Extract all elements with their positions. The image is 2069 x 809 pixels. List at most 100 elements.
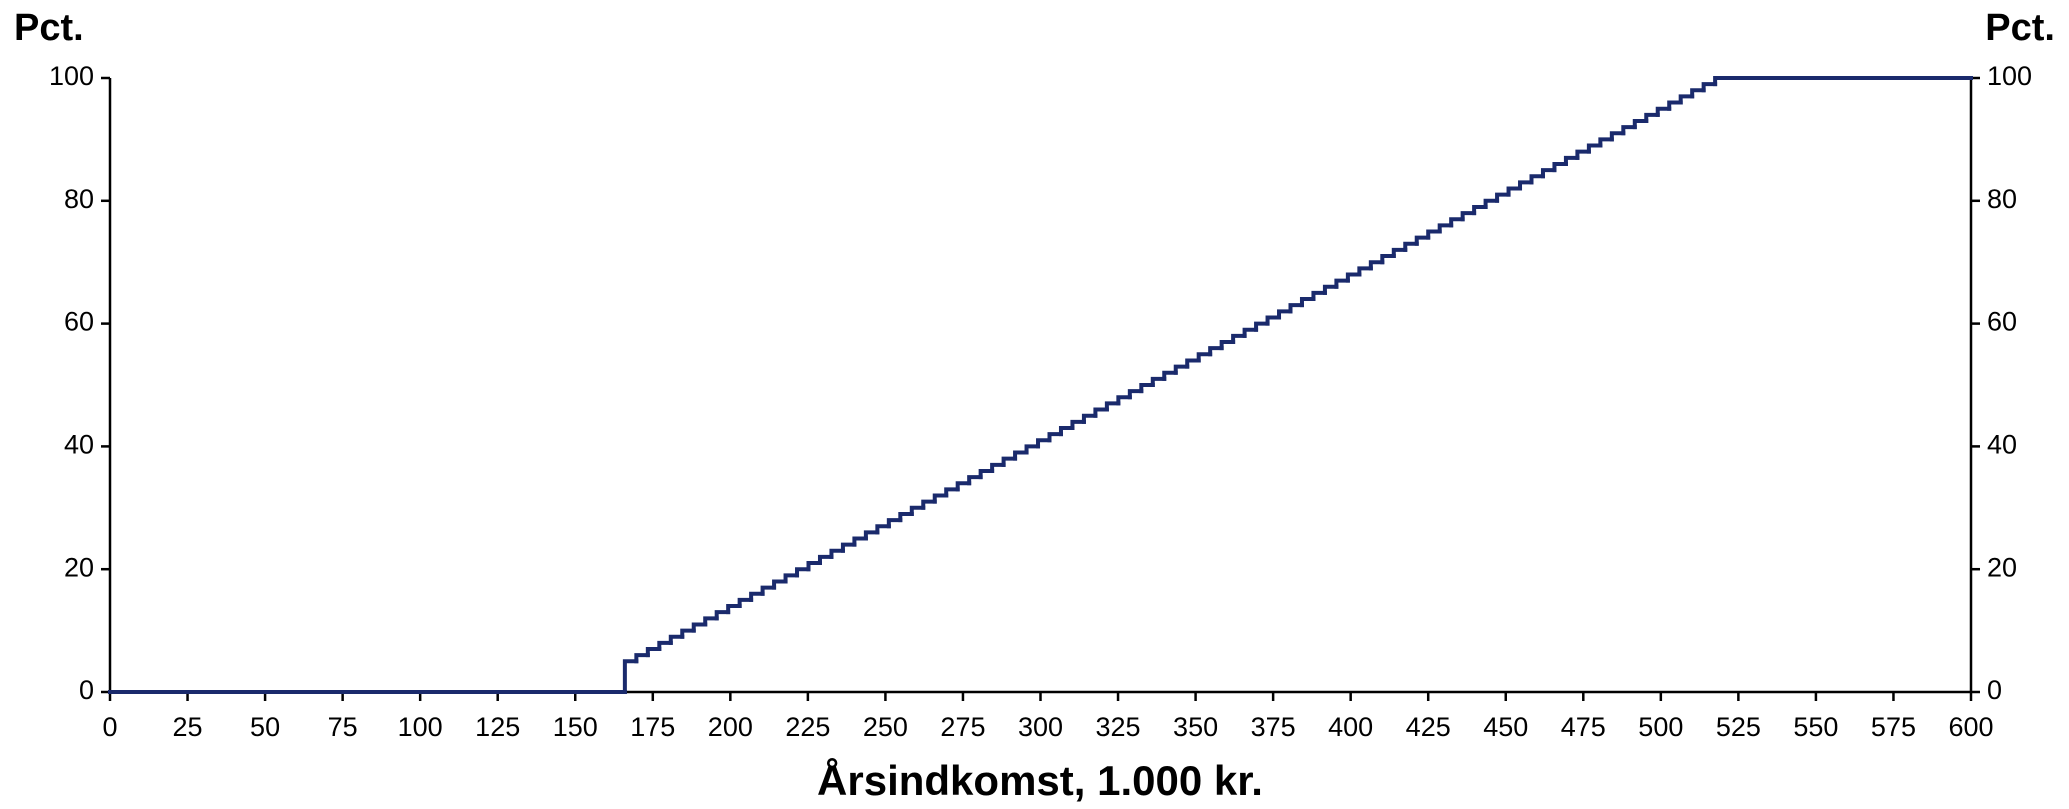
step-segment — [1518, 180, 1534, 191]
step-segment — [852, 536, 868, 547]
step-segment — [1196, 352, 1213, 363]
step-segment — [1058, 425, 1075, 437]
step-segment — [978, 468, 995, 480]
step-segment — [691, 622, 708, 633]
y2-tick-label: 0 — [1987, 675, 2002, 705]
step-segment — [1495, 192, 1511, 203]
step-segment — [783, 573, 800, 584]
y-tick-label: 60 — [64, 307, 94, 337]
step-segment — [1024, 444, 1041, 455]
step-segment — [1070, 419, 1086, 430]
step-segment — [1162, 370, 1178, 381]
step-segment — [955, 481, 972, 492]
step-segment — [760, 585, 777, 596]
step-segment — [1334, 278, 1350, 289]
step-segment — [1277, 309, 1293, 320]
step-segment — [1460, 211, 1477, 222]
step-segment — [1231, 333, 1247, 345]
x-tick-label: 500 — [1638, 712, 1683, 742]
step-segment — [1563, 155, 1580, 166]
step-segment — [1139, 383, 1155, 394]
y-axis-title: Pct. — [14, 7, 84, 49]
step-segment — [1036, 438, 1052, 449]
step-segment — [1632, 118, 1649, 130]
step-segment — [817, 554, 834, 566]
step-segment — [1219, 340, 1236, 351]
step-segment — [1667, 100, 1683, 111]
step-segment — [1621, 125, 1637, 136]
step-segment — [921, 499, 937, 510]
step-segment — [726, 604, 742, 615]
y-tick-label: 100 — [49, 61, 94, 91]
step-segment — [898, 511, 914, 523]
step-segment — [1713, 76, 1973, 87]
step-segment — [990, 462, 1006, 473]
x-tick-label: 475 — [1561, 712, 1606, 742]
step-segment — [668, 634, 685, 645]
x-tick-label: 400 — [1328, 712, 1373, 742]
step-segment — [1598, 137, 1614, 148]
x-tick-label: 225 — [785, 712, 830, 742]
step-segment — [1609, 131, 1626, 142]
x-tick-label: 325 — [1096, 712, 1141, 742]
step-segment — [909, 505, 926, 516]
step-segment — [622, 659, 639, 694]
step-segment — [1575, 149, 1591, 160]
step-segment — [863, 530, 880, 541]
step-segment — [1506, 186, 1523, 197]
step-segment — [1104, 401, 1121, 412]
x-tick-label: 525 — [1716, 712, 1761, 742]
step-segment — [1426, 229, 1442, 240]
y-tick-label: 40 — [64, 430, 94, 460]
step-segment — [1357, 266, 1373, 277]
x-tick-label: 75 — [328, 712, 358, 742]
step-segment — [772, 579, 788, 590]
step-segment — [703, 616, 719, 627]
step-segment — [1529, 174, 1545, 185]
x-tick-label: 150 — [553, 712, 598, 742]
y2-tick-label: 40 — [1987, 430, 2017, 460]
step-segment — [1013, 450, 1029, 461]
y-tick-label: 80 — [64, 184, 94, 214]
step-segment — [1265, 315, 1282, 326]
step-segment — [1288, 303, 1304, 314]
x-axis-title: Årsindkomst, 1.000 kr. — [817, 757, 1263, 804]
step-segment — [1449, 217, 1465, 228]
step-segment — [1391, 247, 1408, 259]
x-tick-label: 375 — [1251, 712, 1296, 742]
step-segment — [967, 475, 983, 486]
step-segment — [1322, 284, 1339, 295]
x-tick-label: 0 — [102, 712, 117, 742]
x-tick-label: 350 — [1173, 712, 1218, 742]
step-segment — [1678, 94, 1695, 105]
step-segment — [840, 542, 857, 553]
x-tick-label: 175 — [630, 712, 675, 742]
y2-tick-label: 60 — [1987, 307, 2017, 337]
x-tick-label: 575 — [1871, 712, 1916, 742]
step-segment — [829, 548, 845, 559]
step-segment — [1116, 395, 1132, 406]
step-segment — [1368, 260, 1385, 271]
step-segment — [1127, 389, 1144, 400]
step-segment — [1311, 290, 1327, 302]
step-segment — [1173, 364, 1190, 375]
step-segment — [1208, 346, 1224, 357]
x-tick-label: 25 — [173, 712, 203, 742]
step-segment — [1701, 82, 1718, 93]
step-segment — [749, 591, 765, 602]
y-tick-label: 20 — [64, 552, 94, 582]
step-segment — [1380, 254, 1396, 265]
x-tick-label: 250 — [863, 712, 908, 742]
step-segment — [1644, 112, 1660, 123]
step-segment — [1299, 297, 1316, 308]
step-segment — [1001, 456, 1018, 467]
step-segment — [1093, 407, 1109, 418]
step-segment — [1345, 272, 1362, 283]
step-segment — [1414, 235, 1431, 246]
x-tick-label: 550 — [1793, 712, 1838, 742]
step-segment — [1150, 376, 1167, 387]
step-segment — [680, 628, 696, 639]
step-segment — [1047, 432, 1063, 443]
step-segment — [886, 518, 903, 529]
